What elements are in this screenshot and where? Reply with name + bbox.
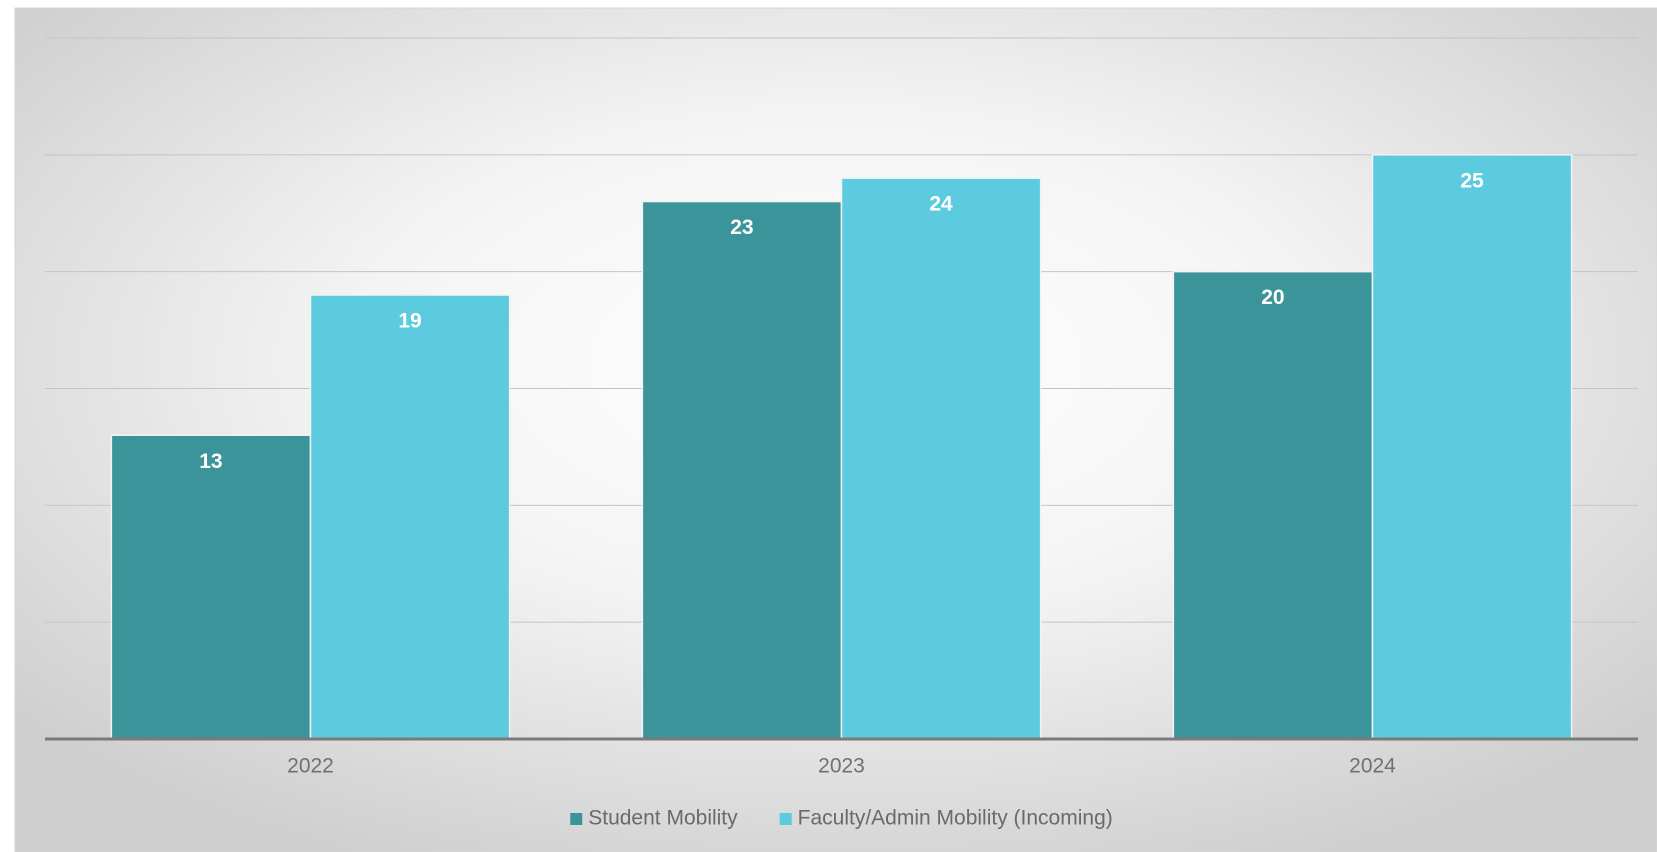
data-label: 20 — [1261, 286, 1284, 309]
data-label: 23 — [730, 216, 753, 239]
data-label: 19 — [398, 310, 421, 333]
bar — [1371, 154, 1573, 740]
bar — [840, 177, 1042, 740]
bar — [309, 294, 511, 740]
data-label: 24 — [929, 193, 953, 216]
x-tick-label: 2023 — [818, 755, 865, 778]
bar — [110, 434, 312, 740]
legend-swatch — [779, 813, 792, 825]
x-tick-label: 2022 — [287, 755, 334, 778]
bar — [641, 200, 843, 740]
legend-label: Faculty/Admin Mobility (Incoming) — [798, 807, 1113, 830]
x-tick-label: 2024 — [1349, 755, 1396, 778]
data-label: 25 — [1460, 169, 1484, 192]
bar — [1172, 270, 1374, 740]
legend-swatch — [570, 813, 583, 825]
data-label: 13 — [199, 450, 222, 473]
legend-label: Student Mobility — [588, 807, 738, 830]
